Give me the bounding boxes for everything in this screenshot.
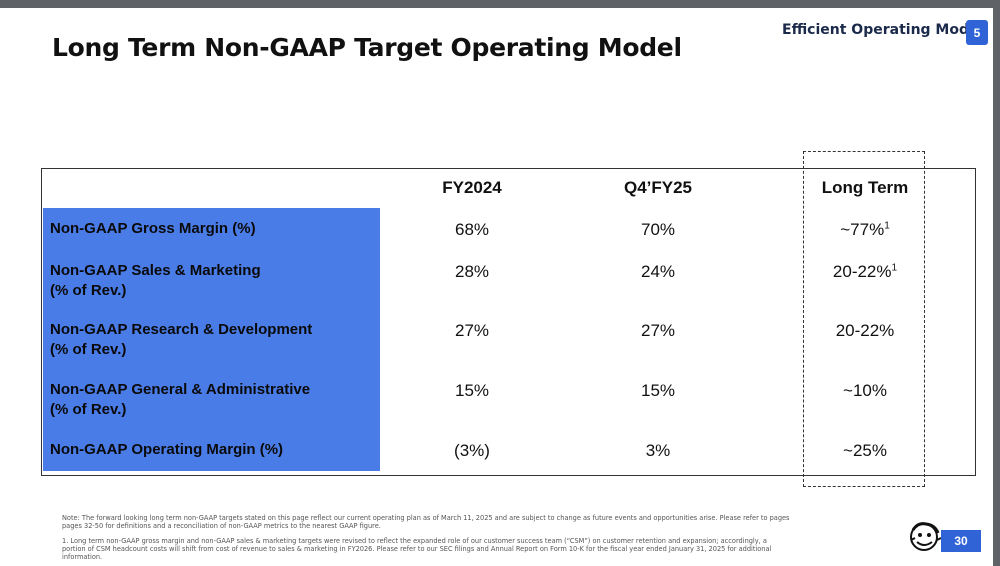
row-label-sales-marketing: Non-GAAP Sales & Marketing (% of Rev.) [50,262,261,299]
section-number-badge: 5 [966,20,988,45]
footnote-ref: 1 [884,220,890,232]
cell-ga-fy2024: 15% [454,381,490,400]
row-label-operating-margin: Non-GAAP Operating Margin (%) [50,441,284,458]
cell-rd-q4fy25: 27% [640,321,676,340]
cell-rd-long-term: 20-22% [835,321,895,340]
footnote-1: 1. Long term non-GAAP gross margin and n… [62,537,772,561]
table-frame [41,168,976,476]
footnote-note: Note: The forward looking long term non-… [62,514,790,530]
cell-ga-long-term: ~10% [843,381,887,400]
section-label: Efficient Operating Model [782,22,984,38]
cell-gross-margin-fy2024: 68% [454,220,490,239]
cell-rd-fy2024: 27% [454,321,490,340]
header-long-term: Long Term [821,178,909,197]
cell-gross-margin-long-term: ~77%1 [840,220,890,239]
footnote-ref: 1 [891,262,898,274]
cell-sales-marketing-fy2024: 28% [454,262,490,281]
long-term-highlight-box [803,151,925,487]
row-label-research-development: Non-GAAP Research & Development (% of Re… [50,321,313,358]
mascot-logo-icon [908,520,944,554]
slide-title: Long Term Non-GAAP Target Operating Mode… [52,33,682,62]
cell-sales-marketing-long-term: 20-22%1 [832,262,898,281]
cell-gross-margin-q4fy25: 70% [640,220,676,239]
cell-ga-q4fy25: 15% [640,381,676,400]
header-fy2024: FY2024 [442,178,502,197]
row-label-column [43,208,380,471]
cell-op-margin-fy2024: (3%) [454,441,490,460]
cell-op-margin-q4fy25: 3% [645,441,671,460]
slide: Long Term Non-GAAP Target Operating Mode… [0,8,993,566]
header-q4fy25: Q4’FY25 [623,178,693,197]
cell-op-margin-long-term: ~25% [843,441,887,460]
page-number-badge: 30 [941,530,981,552]
row-label-gross-margin: Non-GAAP Gross Margin (%) [50,220,256,237]
cell-sales-marketing-q4fy25: 24% [640,262,676,281]
row-label-general-admin: Non-GAAP General & Administrative (% of … [50,381,311,418]
